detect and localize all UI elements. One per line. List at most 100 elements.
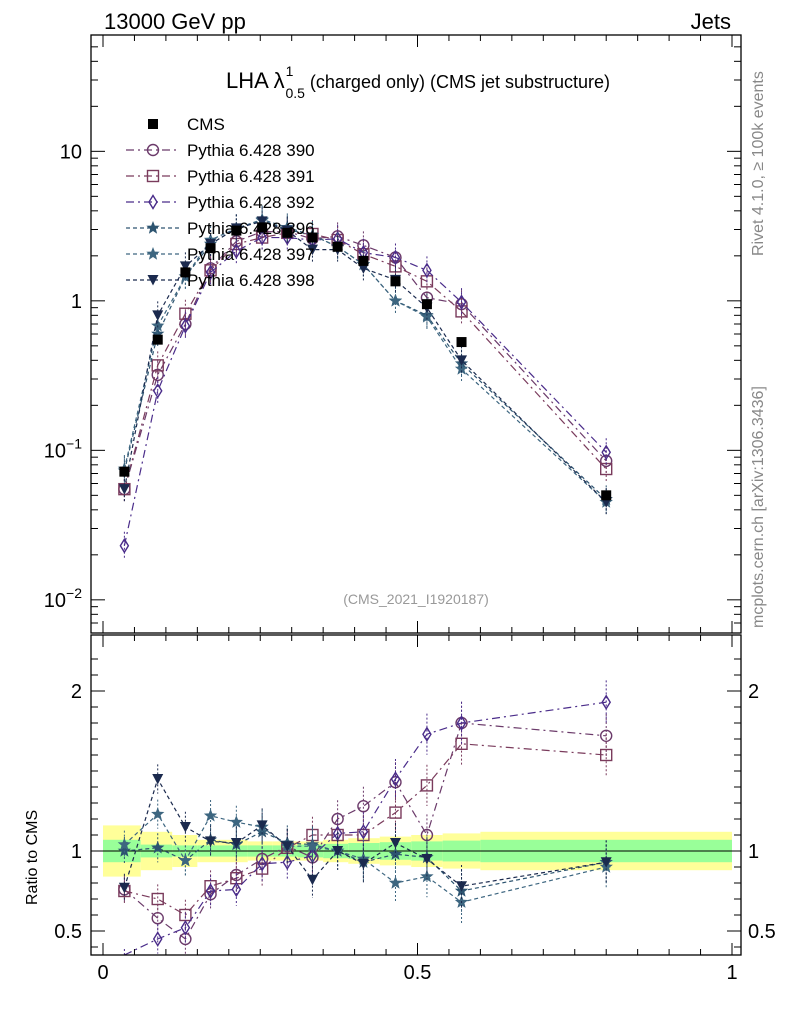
ratio-point xyxy=(388,847,403,860)
ratio-point xyxy=(456,715,467,731)
series-line xyxy=(123,236,607,546)
ratio-point xyxy=(601,694,612,711)
ratio-point xyxy=(151,807,165,820)
ratio-y-tick-label: 2 xyxy=(71,681,82,703)
chart-title: LHA λ1 0.5 (charged only) (CMS jet substru… xyxy=(226,63,610,101)
ratio-point xyxy=(205,836,217,847)
ratio-line xyxy=(123,777,607,888)
ratio-point xyxy=(230,838,242,849)
data-point xyxy=(152,334,163,345)
data-point xyxy=(307,232,318,243)
ratio-line xyxy=(123,722,607,940)
header-left: 13000 GeV pp xyxy=(104,9,246,34)
ratio-point xyxy=(229,815,243,828)
ratio-point xyxy=(180,919,191,936)
ratio-point xyxy=(389,838,401,849)
ratio-y-tick-label-right: 2 xyxy=(748,681,759,703)
ratio-point xyxy=(152,931,163,947)
data-point xyxy=(205,243,216,254)
ratio-point xyxy=(203,808,218,822)
ratio-point xyxy=(256,820,268,831)
legend-label: Pythia 6.428 398 xyxy=(187,271,315,290)
ratio-point xyxy=(421,854,433,865)
ratio-line xyxy=(124,701,607,956)
legend-marker xyxy=(146,169,160,183)
ratio-point xyxy=(389,806,402,819)
series-point xyxy=(119,537,130,554)
title-rest: (charged only) (CMS jet substructure) xyxy=(310,72,610,92)
legend-marker xyxy=(147,275,159,286)
ratio-point xyxy=(357,858,369,870)
legend-marker xyxy=(146,143,160,157)
ratio-point xyxy=(600,857,612,868)
series-point xyxy=(180,318,191,334)
ratio-point xyxy=(151,912,164,925)
series-point xyxy=(357,263,369,274)
ratio-point xyxy=(456,881,468,892)
side-mcplots: mcplots.cern.ch [arXiv:1306.3436] xyxy=(750,386,767,628)
ratio-point xyxy=(151,840,165,854)
x-tick-label: 0.5 xyxy=(404,962,432,984)
ratio-point xyxy=(117,837,131,851)
ratio-point xyxy=(282,854,293,871)
x-tick-label: 0 xyxy=(97,962,108,984)
legend-label: Pythia 6.428 392 xyxy=(187,193,315,212)
title-main: LHA λ xyxy=(226,68,285,93)
ratio-point xyxy=(357,800,370,813)
data-point xyxy=(180,267,191,278)
ratio-point xyxy=(420,828,434,842)
series-point xyxy=(151,359,164,372)
legend-label: Pythia 6.428 396 xyxy=(187,219,315,238)
ratio-point xyxy=(332,825,343,842)
data-point xyxy=(332,241,343,252)
legend-label-data: CMS xyxy=(187,115,225,134)
data-point xyxy=(456,337,467,348)
ratio-point xyxy=(117,844,131,857)
ratio-point xyxy=(358,823,369,840)
ratio-ylabel: Ratio to CMS xyxy=(24,810,41,905)
series-point xyxy=(422,262,432,279)
legend-label: Pythia 6.428 397 xyxy=(187,245,315,264)
series-point xyxy=(151,318,165,332)
data-point xyxy=(231,225,242,236)
series-line xyxy=(123,231,607,490)
series-point xyxy=(601,444,612,461)
ratio-y-tick-label-right: 0.5 xyxy=(748,921,776,943)
data-point xyxy=(601,490,612,501)
y-tick-label: 10−1 xyxy=(44,435,82,462)
ratio-point xyxy=(600,748,613,762)
series-point xyxy=(179,261,191,272)
series-point xyxy=(420,310,434,323)
legend-marker-data xyxy=(148,119,158,129)
ratio-point xyxy=(332,846,344,857)
legend-marker xyxy=(148,194,158,210)
ratio-point xyxy=(422,726,432,743)
series-point xyxy=(456,355,468,366)
x-tick-label: 1 xyxy=(726,962,737,984)
ratio-point xyxy=(151,892,164,906)
ratio-point xyxy=(205,883,216,899)
data-point xyxy=(257,222,268,233)
y-tick-label: 10−2 xyxy=(44,585,82,612)
ratio-point xyxy=(179,822,191,833)
data-point xyxy=(282,227,293,238)
ratio-point xyxy=(152,774,164,785)
ratio-point xyxy=(257,855,267,872)
series-point xyxy=(118,484,130,495)
series-point xyxy=(152,383,163,399)
ratio-panel-frame xyxy=(90,634,742,956)
data-point xyxy=(358,255,369,266)
header-right: Jets xyxy=(691,9,731,34)
ratio-point xyxy=(390,771,401,787)
ratio-y-tick-label-right: 1 xyxy=(748,841,759,863)
legend-marker xyxy=(146,247,160,260)
series-point xyxy=(306,244,318,256)
data-point xyxy=(119,466,130,477)
ratio-point xyxy=(306,874,318,886)
data-point xyxy=(421,299,432,310)
series-point xyxy=(231,243,242,259)
series-point xyxy=(256,216,268,227)
series-point xyxy=(388,293,403,307)
series-point xyxy=(152,310,164,321)
